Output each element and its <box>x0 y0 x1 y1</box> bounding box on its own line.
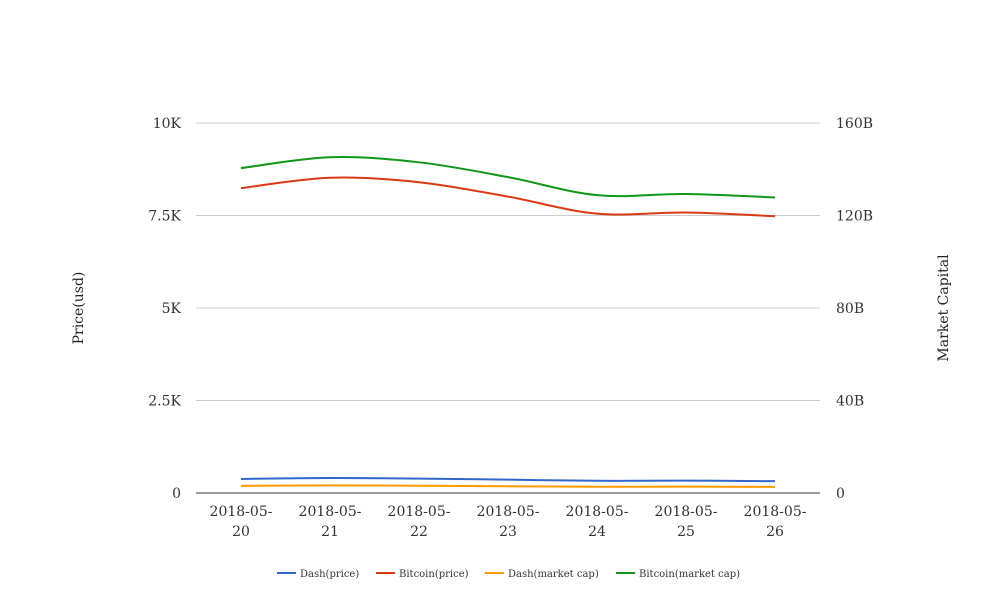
right-tick-label: 160B <box>836 116 873 132</box>
legend-item-bitcoin-price[interactable]: Bitcoin(price) <box>376 569 469 580</box>
x-tick-label: 2018-05-20 <box>210 504 273 540</box>
left-axis-title: Price(usd) <box>71 272 87 345</box>
series-line-dash-market-cap <box>240 484 776 488</box>
series-line-bitcoin-market-cap <box>240 156 776 199</box>
right-axis-title: Market Capital <box>936 254 952 362</box>
x-tick-label: 2018-05-23 <box>477 504 540 540</box>
left-tick-label: 10K <box>153 116 182 132</box>
right-tick-label: 0 <box>836 486 845 502</box>
legend-item-dash-market-cap[interactable]: Dash(market cap) <box>485 569 599 580</box>
legend-item-bitcoin-market-cap[interactable]: Bitcoin(market cap) <box>616 569 740 580</box>
x-tick-label: 2018-05-24 <box>566 504 629 540</box>
left-tick-label: 2.5K <box>148 394 181 410</box>
x-tick-label: 2018-05-26 <box>744 504 807 540</box>
series-line-bitcoin-price <box>240 176 776 218</box>
x-tick-label: 2018-05-21 <box>299 504 362 540</box>
legend-item-dash-price[interactable]: Dash(price) <box>277 569 359 580</box>
right-tick-label: 120B <box>836 209 873 225</box>
left-tick-label: 5K <box>162 301 182 317</box>
left-axis-ticks: 0 2.5K 5K 7.5K 10K <box>148 116 181 502</box>
legend-label: Bitcoin(market cap) <box>639 569 740 580</box>
x-tick-label: 2018-05-25 <box>655 504 718 540</box>
series-lines <box>240 156 776 488</box>
x-axis-ticks: 2018-05-20 2018-05-21 2018-05-22 2018-05-23… <box>210 504 807 540</box>
legend-label: Dash(price) <box>300 569 359 580</box>
legend: Dash(price) Bitcoin(price) Dash(market cap… <box>277 569 740 580</box>
legend-label: Bitcoin(price) <box>399 569 469 580</box>
left-tick-label: 7.5K <box>148 209 181 225</box>
right-tick-label: 40B <box>836 394 864 410</box>
legend-label: Dash(market cap) <box>508 569 599 580</box>
gridlines <box>196 122 820 401</box>
right-axis-ticks: 0 40B 80B 120B 160B <box>836 116 873 502</box>
left-tick-label: 0 <box>172 486 181 502</box>
right-tick-label: 80B <box>836 301 864 317</box>
x-tick-label: 2018-05-22 <box>388 504 451 540</box>
series-line-dash-price <box>240 477 776 483</box>
